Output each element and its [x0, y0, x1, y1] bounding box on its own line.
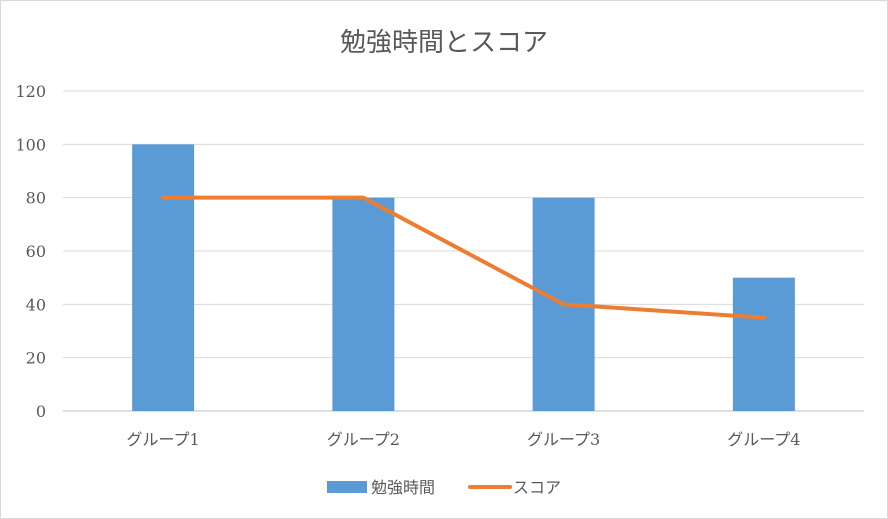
score-line [161, 195, 766, 320]
line-series [161, 195, 766, 320]
bar [332, 197, 395, 411]
y-tick-label: 40 [26, 295, 46, 314]
x-tick-label: グループ4 [727, 430, 800, 449]
y-tick-label: 60 [26, 242, 46, 261]
y-tick-label: 80 [26, 189, 46, 208]
x-tick-label: グループ1 [127, 430, 200, 449]
legend: 勉強時間 スコア [327, 478, 561, 497]
y-axis-ticks: 0 20 40 60 80 100 120 [15, 82, 46, 421]
bar-series [132, 144, 795, 412]
y-tick-label: 100 [15, 135, 46, 154]
bar [132, 144, 195, 412]
bar [732, 277, 795, 411]
x-tick-label: グループ3 [527, 430, 600, 449]
y-tick-label: 20 [26, 349, 46, 368]
x-axis-ticks: グループ1 グループ2 グループ3 グループ4 [127, 430, 801, 449]
legend-label-bar: 勉強時間 [371, 478, 435, 497]
chart-title: 勉強時間とスコア [339, 28, 548, 58]
x-tick-label: グループ2 [327, 430, 400, 449]
gridlines [63, 90, 864, 412]
legend-swatch-bar [327, 481, 367, 493]
y-tick-label: 120 [15, 82, 46, 101]
legend-label-line: スコア [513, 478, 561, 497]
y-tick-label: 0 [36, 402, 46, 421]
